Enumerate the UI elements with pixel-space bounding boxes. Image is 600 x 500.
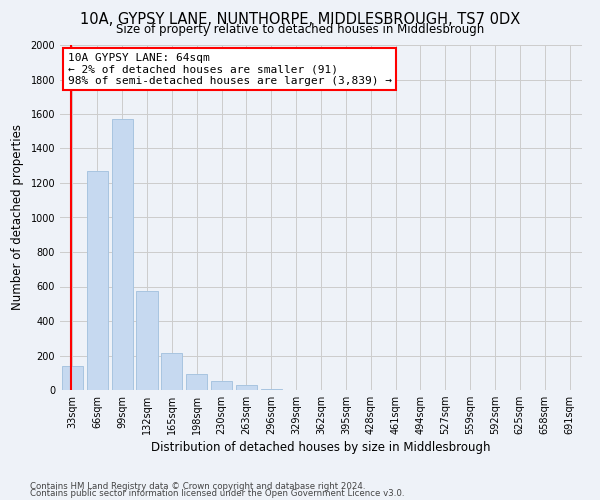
Bar: [62, 366, 83, 390]
Text: Size of property relative to detached houses in Middlesbrough: Size of property relative to detached ho…: [116, 22, 484, 36]
Text: Contains HM Land Registry data © Crown copyright and database right 2024.: Contains HM Land Registry data © Crown c…: [30, 482, 365, 491]
Text: 10A GYPSY LANE: 64sqm
← 2% of detached houses are smaller (91)
98% of semi-detac: 10A GYPSY LANE: 64sqm ← 2% of detached h…: [68, 52, 392, 86]
Bar: [161, 353, 182, 390]
Bar: [211, 380, 232, 390]
Bar: [261, 389, 282, 390]
Bar: [87, 171, 108, 390]
Text: Contains public sector information licensed under the Open Government Licence v3: Contains public sector information licen…: [30, 489, 404, 498]
Y-axis label: Number of detached properties: Number of detached properties: [11, 124, 23, 310]
Bar: [186, 374, 207, 390]
X-axis label: Distribution of detached houses by size in Middlesbrough: Distribution of detached houses by size …: [151, 442, 491, 454]
Bar: [136, 291, 158, 390]
Text: 10A, GYPSY LANE, NUNTHORPE, MIDDLESBROUGH, TS7 0DX: 10A, GYPSY LANE, NUNTHORPE, MIDDLESBROUG…: [80, 12, 520, 28]
Bar: [112, 119, 133, 390]
Bar: [236, 385, 257, 390]
